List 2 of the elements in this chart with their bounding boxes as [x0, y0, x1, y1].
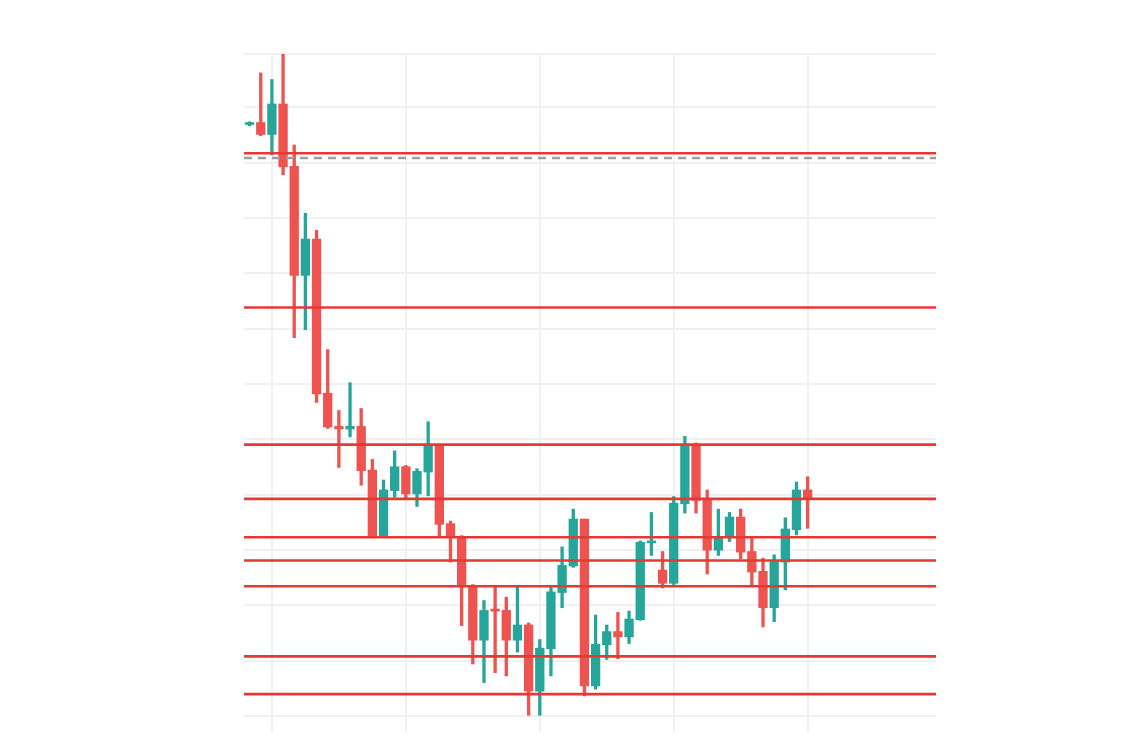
candlestick [613, 612, 623, 660]
candlestick [345, 382, 355, 438]
